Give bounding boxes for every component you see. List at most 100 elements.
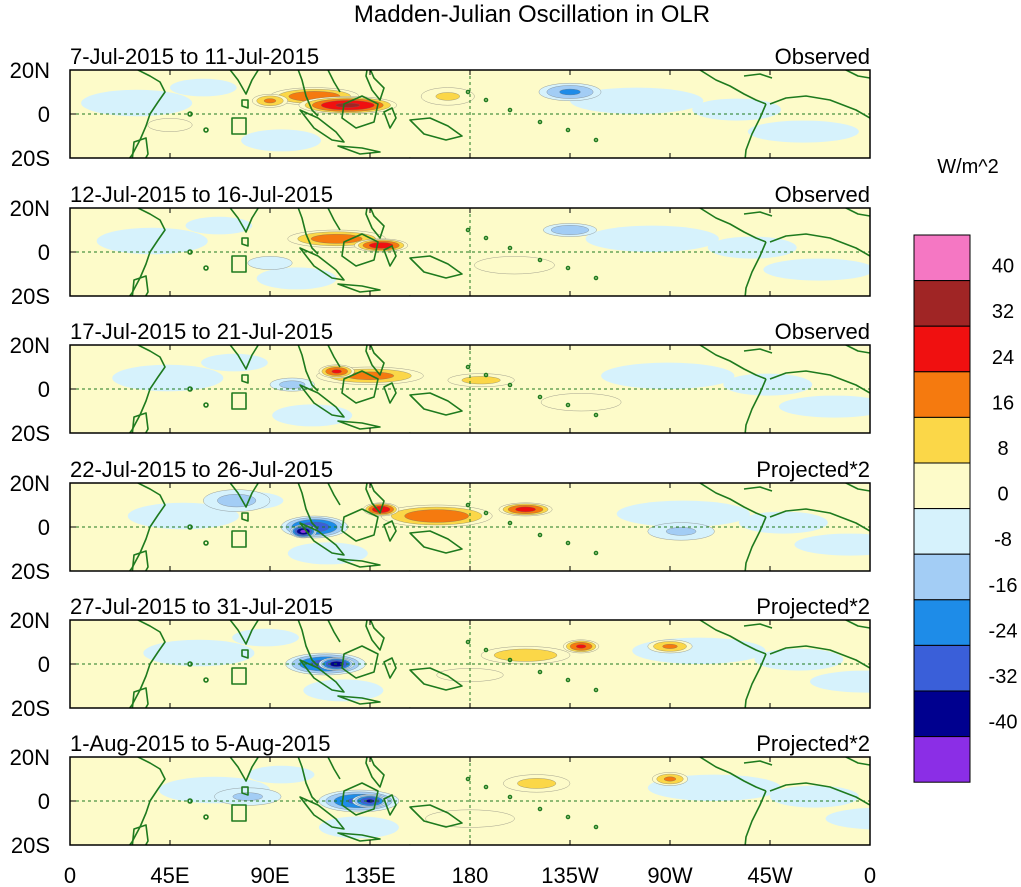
anomaly-contour xyxy=(369,242,394,249)
weak-anomaly-patch xyxy=(570,87,704,115)
weak-anomaly-patch xyxy=(632,637,766,664)
colorbar-tick-label: -16 xyxy=(989,575,1018,597)
panel-4: 20N 0 20S 22-Jul-2015 to 26-Jul-2015 Project… xyxy=(10,457,871,584)
panel-label: Projected*2 xyxy=(756,731,870,756)
weak-anomaly-patch xyxy=(127,502,239,530)
weak-anomaly-patch xyxy=(692,98,782,121)
panel-2: 20N 0 20S 12-Jul-2015 to 16-Jul-2015 Observe… xyxy=(10,182,871,309)
weak-anomaly-patch xyxy=(232,628,299,647)
panel-5: 20N 0 20S 27-Jul-2015 to 31-Jul-2015 Project… xyxy=(10,594,871,721)
weak-anomaly-patch xyxy=(585,225,719,252)
anomaly-contour xyxy=(404,509,469,523)
weak-anomaly-patch xyxy=(616,500,750,527)
weak-anomaly-patch xyxy=(170,78,237,97)
anomaly-contour xyxy=(217,494,257,508)
anomaly-contour xyxy=(550,225,590,235)
colorbar-tick-label: -32 xyxy=(989,666,1018,688)
anomaly-contour xyxy=(279,380,306,389)
colorbar-swatch xyxy=(913,599,971,646)
y-tick-label: 20N xyxy=(10,745,50,770)
anomaly-contour xyxy=(435,92,460,101)
colorbar-swatch xyxy=(913,371,971,418)
weak-anomaly-patch xyxy=(825,807,870,830)
colorbar-swatch xyxy=(913,462,971,510)
weak-anomaly-patch xyxy=(241,129,322,152)
weak-anomaly-patch xyxy=(247,765,315,784)
anomaly-contour xyxy=(576,644,587,649)
colorbar-tick-label: 8 xyxy=(997,438,1008,460)
x-tick-label: 135E xyxy=(344,863,395,887)
y-tick-label: 20N xyxy=(10,58,50,83)
y-tick-label: 20S xyxy=(11,421,50,446)
anomaly-contour xyxy=(540,393,622,412)
weak-anomaly-patch xyxy=(272,404,353,427)
y-tick-label: 0 xyxy=(38,789,50,814)
y-tick-label: 20S xyxy=(11,696,50,721)
weak-anomaly-patch xyxy=(96,227,208,255)
x-tick-label: 90E xyxy=(250,863,289,887)
y-tick-label: 0 xyxy=(38,240,50,265)
colorbar-swatch xyxy=(913,280,971,327)
panel-date-range: 17-Jul-2015 to 21-Jul-2015 xyxy=(70,319,333,344)
anomaly-contour xyxy=(147,118,193,132)
panel-date-range: 27-Jul-2015 to 31-Jul-2015 xyxy=(70,594,333,619)
panel-date-range: 7-Jul-2015 to 11-Jul-2015 xyxy=(70,44,319,69)
y-tick-label: 20N xyxy=(10,471,50,496)
anomaly-contour xyxy=(517,778,557,789)
y-tick-label: 0 xyxy=(38,102,50,127)
anomaly-contour xyxy=(461,376,501,385)
weak-anomaly-patch xyxy=(201,353,268,372)
anomaly-contour xyxy=(335,102,360,108)
anomaly-contour xyxy=(662,644,678,649)
colorbar-swatch xyxy=(913,690,971,738)
weak-anomaly-patch xyxy=(707,236,797,259)
weak-anomaly-patch xyxy=(810,670,870,693)
colorbar-label: W/m^2 xyxy=(937,156,999,178)
colorbar: 40 32 24 16 8 0 -8 -16 -24 -32 -40 xyxy=(913,234,1018,783)
y-tick-label: 20N xyxy=(10,608,50,633)
weak-anomaly-patch xyxy=(287,542,368,565)
anomaly-contour xyxy=(263,98,277,104)
anomaly-contour xyxy=(247,256,293,270)
panel-3: 20N 0 20S 17-Jul-2015 to 21-Jul-2015 Observe… xyxy=(10,319,871,446)
panels: 20N 0 20S 7-Jul-2015 to 11-Jul-2015 Observed… xyxy=(10,44,871,858)
chart-title: Madden-Julian Oscillation in OLR xyxy=(354,1,710,28)
anomaly-contour xyxy=(474,256,555,275)
anomaly-contour xyxy=(331,369,342,374)
y-tick-label: 20S xyxy=(11,559,50,584)
colorbar-swatch xyxy=(913,736,971,783)
panel-date-range: 12-Jul-2015 to 16-Jul-2015 xyxy=(70,182,333,207)
weak-anomaly-patch xyxy=(747,120,859,143)
y-tick-label: 20N xyxy=(10,196,50,221)
colorbar-tick-label: 24 xyxy=(992,347,1014,369)
colorbar-tick-label: 16 xyxy=(992,392,1014,414)
y-tick-label: 0 xyxy=(38,515,50,540)
anomaly-contour xyxy=(515,506,536,513)
colorbar-swatch xyxy=(913,553,971,601)
anomaly-contour xyxy=(559,88,581,96)
colorbar-swatch xyxy=(913,508,971,555)
panel-6: 20N 0 20S 1-Aug-2015 to 5-Aug-2015 Projected… xyxy=(10,731,871,858)
anomaly-contour xyxy=(310,234,363,244)
x-tick-label: 0 xyxy=(864,863,876,887)
panel-date-range: 1-Aug-2015 to 5-Aug-2015 xyxy=(70,731,331,756)
weak-anomaly-patch xyxy=(738,511,828,534)
anomaly-contour xyxy=(666,527,697,536)
colorbar-tick-label: 40 xyxy=(992,256,1014,278)
weak-anomaly-patch xyxy=(778,395,870,418)
x-tick-labels: 0 45E 90E 135E 180 135W 90W 45W 0 xyxy=(64,863,876,887)
panel-label: Observed xyxy=(775,182,870,207)
panel-label: Projected*2 xyxy=(756,594,870,619)
panel-label: Projected*2 xyxy=(756,457,870,482)
colorbar-tick-label: -40 xyxy=(989,712,1018,734)
y-tick-label: 20S xyxy=(11,284,50,309)
y-tick-label: 0 xyxy=(38,652,50,677)
weak-anomaly-patch xyxy=(794,533,870,556)
colorbar-tick-label: -24 xyxy=(989,620,1018,642)
y-tick-label: 20N xyxy=(10,333,50,358)
y-tick-label: 20S xyxy=(11,146,50,171)
x-tick-label: 0 xyxy=(64,863,76,887)
x-tick-label: 90W xyxy=(647,863,692,887)
weak-anomaly-patch xyxy=(723,373,813,396)
